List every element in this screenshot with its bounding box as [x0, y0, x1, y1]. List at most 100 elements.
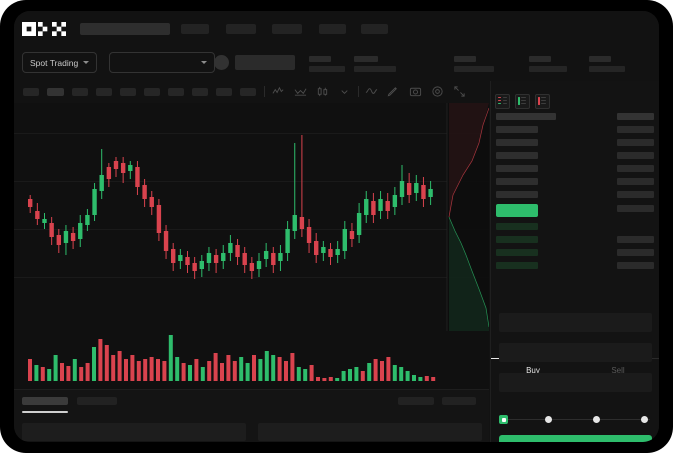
submit-order-button[interactable] — [499, 435, 652, 442]
orderbook-bid-row[interactable] — [496, 262, 538, 269]
top-navigation-bar — [14, 11, 659, 45]
orderbook-mode-both[interactable] — [495, 94, 510, 109]
stepper-dot[interactable] — [593, 416, 600, 423]
stat-24h-volume — [529, 56, 567, 72]
orderbook-column-header — [496, 113, 556, 120]
timeframe-5m[interactable] — [47, 88, 64, 96]
bottom-field-right[interactable] — [258, 423, 482, 441]
nav-item-markets[interactable] — [226, 24, 256, 34]
orderbook-ask-size — [617, 191, 654, 198]
market-sub-header: Spot Trading — [14, 45, 659, 81]
okx-logo[interactable] — [22, 22, 66, 36]
orderbook-ask-row[interactable] — [496, 191, 538, 198]
stepper-dot-active[interactable] — [499, 415, 508, 424]
market-type-label: Spot Trading — [30, 57, 79, 68]
bottom-tab-order-history[interactable] — [77, 397, 117, 405]
timeframe-15m[interactable] — [72, 88, 88, 96]
price-chart[interactable] — [14, 103, 489, 331]
orderbook-column-header — [617, 113, 654, 120]
candlestick-series — [28, 135, 433, 279]
drawing-tools-icon[interactable] — [387, 85, 400, 98]
candlestick-icon[interactable] — [316, 85, 329, 98]
chart-gridline — [14, 229, 489, 230]
chevron-down-icon[interactable] — [338, 85, 351, 98]
chevron-down-icon — [201, 61, 207, 64]
orderbook-last-price — [496, 204, 538, 217]
orderbook-mode-asks[interactable] — [535, 94, 550, 109]
timeframe-1w[interactable] — [192, 88, 208, 96]
toolbar-divider — [358, 86, 359, 97]
stat-24h-change — [309, 56, 345, 72]
orderbook-mode-bids[interactable] — [515, 94, 530, 109]
orderbook-bid-size — [617, 236, 654, 243]
volume-chart[interactable] — [14, 331, 489, 389]
pair-avatar — [214, 55, 229, 70]
stepper-track — [502, 419, 650, 420]
orderbook-ask-size — [617, 126, 654, 133]
nav-item-earn[interactable] — [272, 24, 302, 34]
orders-panel — [14, 389, 489, 442]
timeframe-1d[interactable] — [168, 88, 184, 96]
camera-icon[interactable] — [409, 85, 422, 98]
area-chart-icon[interactable] — [294, 85, 307, 98]
timeframe-1h[interactable] — [120, 88, 136, 96]
timeframe-1mo[interactable] — [216, 88, 232, 96]
timeframe-1m[interactable] — [23, 88, 39, 96]
volume-series — [28, 335, 436, 381]
nav-item-more[interactable] — [361, 24, 388, 34]
orderbook-ask-row[interactable] — [496, 152, 538, 159]
tab-sell[interactable]: Sell — [611, 365, 625, 375]
stepper-dot[interactable] — [545, 416, 552, 423]
market-type-dropdown[interactable]: Spot Trading — [22, 52, 98, 73]
app-screen: Spot Trading — [14, 11, 659, 442]
orderbook-ask-size — [617, 152, 654, 159]
orderbook-ask-row[interactable] — [496, 178, 538, 185]
orderbook-last-size — [617, 205, 654, 212]
stat-24h-low — [454, 56, 494, 72]
orderbook-bid-size — [617, 262, 654, 269]
orderbook-ask-row[interactable] — [496, 126, 538, 133]
indicator-icon[interactable] — [365, 85, 378, 98]
chevron-down-icon — [83, 61, 90, 64]
orderbook-bid-row[interactable] — [496, 249, 538, 256]
bottom-action-2[interactable] — [442, 397, 476, 405]
order-price-field[interactable] — [499, 313, 652, 332]
orderbook-bid-row[interactable] — [496, 236, 538, 243]
stat-24h-high — [354, 56, 396, 72]
chart-toolbar — [14, 81, 489, 104]
orderbook-display-modes — [495, 94, 550, 109]
nav-item-trade[interactable] — [181, 24, 209, 34]
bottom-field-left[interactable] — [22, 423, 246, 441]
amount-percentage-stepper[interactable] — [495, 414, 656, 426]
orderbook-bid-size — [617, 249, 654, 256]
orderbook-ask-row[interactable] — [496, 139, 538, 146]
stat-24h-turnover — [589, 56, 625, 72]
settings-icon[interactable] — [431, 85, 444, 98]
trading-pair-dropdown[interactable] — [109, 52, 215, 73]
stepper-dot[interactable] — [641, 416, 648, 423]
timeframe-4h[interactable] — [144, 88, 160, 96]
timeframe-more[interactable] — [240, 88, 256, 96]
orderbook-ask-size — [617, 165, 654, 172]
timeframe-30m[interactable] — [96, 88, 112, 96]
orderbook-ask-row[interactable] — [496, 165, 538, 172]
chart-gridline — [14, 133, 489, 134]
line-chart-icon[interactable] — [272, 85, 285, 98]
market-depth-overlay — [446, 103, 489, 331]
search-input[interactable] — [80, 23, 170, 35]
orderbook-bid-row[interactable] — [496, 223, 538, 230]
toolbar-divider — [264, 86, 265, 97]
nav-item-web3[interactable] — [319, 24, 346, 34]
order-amount-field[interactable] — [499, 343, 652, 362]
bottom-tab-open-orders[interactable] — [22, 397, 68, 405]
order-book-panel: Buy Sell — [490, 81, 659, 442]
last-price-display — [235, 55, 295, 70]
fullscreen-icon[interactable] — [453, 85, 466, 98]
orderbook-ask-size — [617, 178, 654, 185]
order-total-field[interactable] — [499, 373, 652, 392]
bottom-action-1[interactable] — [398, 397, 434, 405]
chart-gridline — [14, 181, 489, 182]
active-tab-indicator — [22, 411, 68, 413]
order-book-list[interactable] — [491, 113, 659, 298]
